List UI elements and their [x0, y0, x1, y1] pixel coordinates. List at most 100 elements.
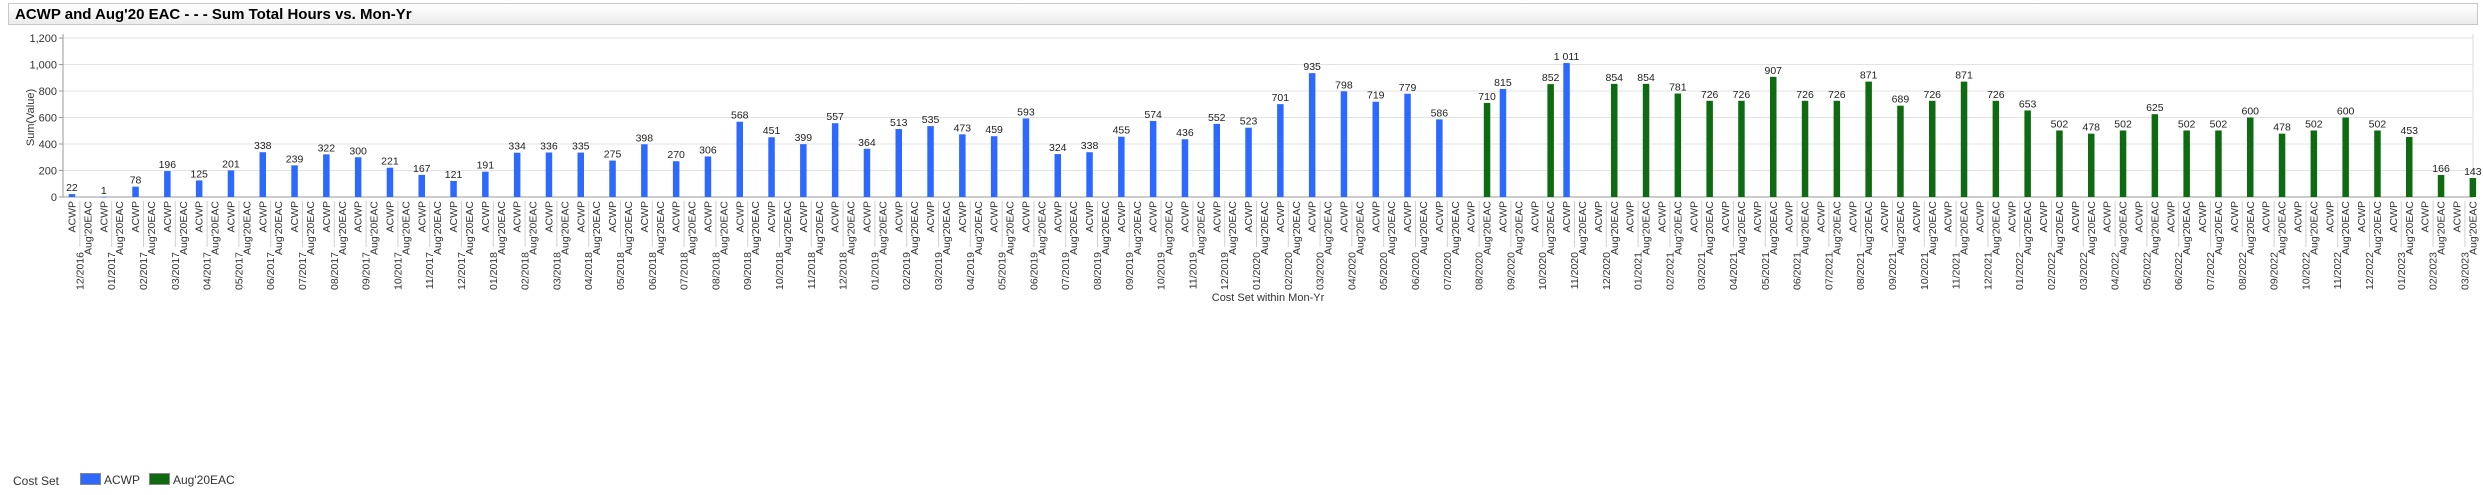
subcategory-label: Aug'20EAC [814, 201, 826, 255]
y-tick-label: 600 [39, 113, 57, 125]
category-label: 05/2022 [2141, 252, 2153, 290]
subcategory-label: ACWP [194, 201, 206, 233]
subcategory-label: ACWP [98, 201, 110, 233]
subcategory-label: ACWP [989, 201, 1001, 233]
data-label: 535 [922, 114, 940, 126]
subcategory-label: Aug'20EAC [305, 201, 317, 255]
bar [2151, 114, 2159, 197]
subcategory-label: ACWP [1656, 201, 1668, 233]
legend-item-aug20eac[interactable]: Aug'20EAC [149, 473, 235, 487]
bar [577, 152, 584, 197]
bar [1770, 76, 1777, 197]
subcategory-label: Aug'20EAC [2340, 201, 2352, 255]
category-label: 07/2018 [679, 252, 691, 290]
category-label: 09/2020 [1505, 252, 1517, 290]
subcategory-label: ACWP [416, 201, 428, 233]
data-label: 22 [66, 182, 78, 194]
data-label: 239 [286, 153, 304, 165]
data-label: 719 [1367, 90, 1385, 102]
bar [959, 134, 966, 197]
data-label: 523 [1240, 116, 1258, 128]
subcategory-label: Aug'20EAC [846, 201, 858, 255]
bar [386, 167, 394, 197]
bar [1611, 83, 1618, 197]
subcategory-label: Aug'20EAC [1227, 201, 1239, 255]
data-label: 854 [1637, 72, 1655, 84]
bar [1960, 81, 1968, 197]
subcategory-label: Aug'20EAC [1164, 201, 1176, 255]
category-label: 05/2021 [1760, 252, 1772, 290]
category-label: 04/2021 [1728, 252, 1740, 290]
category-label: 11/2018 [806, 252, 818, 289]
subcategory-label: Aug'20EAC [2436, 201, 2448, 255]
subcategory-label: Aug'20EAC [2404, 201, 2416, 255]
subcategory-label: ACWP [1561, 201, 1573, 233]
data-label: 726 [1701, 89, 1719, 101]
subcategory-label: Aug'20EAC [1068, 201, 1080, 255]
bar [195, 180, 203, 197]
category-label: 12/2021 [1982, 252, 1994, 290]
subcategory-label: Aug'20EAC [178, 201, 190, 255]
data-label: 502 [2051, 118, 2069, 130]
bar [1833, 100, 1841, 197]
subcategory-label: Aug'20EAC [1831, 201, 1843, 255]
category-label: 08/2017 [329, 252, 341, 290]
data-label: 557 [826, 111, 844, 123]
data-label: 907 [1764, 65, 1782, 77]
category-label: 11/2017 [424, 252, 436, 289]
subcategory-label: Aug'20EAC [82, 201, 94, 255]
data-label: 689 [1892, 94, 1910, 106]
category-label: 02/2017 [138, 252, 150, 290]
bar [2024, 110, 2031, 197]
subcategory-label: Aug'20EAC [1863, 201, 1875, 255]
category-label: 07/2020 [1442, 252, 1454, 290]
data-label: 338 [254, 140, 272, 152]
data-label: 191 [477, 160, 495, 172]
subcategory-label: ACWP [734, 201, 746, 233]
category-label: 11/2021 [1951, 252, 1963, 289]
bar [1483, 102, 1491, 197]
subcategory-label: ACWP [861, 201, 873, 233]
bar [2088, 133, 2095, 197]
subcategory-label: ACWP [2197, 201, 2209, 233]
category-label: 04/2022 [2110, 252, 2122, 290]
subcategory-label: Aug'20EAC [877, 201, 889, 255]
category-label: 12/2019 [1219, 252, 1231, 290]
bar [990, 136, 998, 197]
category-label: 11/2022 [2332, 252, 2344, 289]
data-label: 78 [130, 175, 142, 187]
data-label: 451 [763, 125, 781, 137]
subcategory-label: ACWP [1688, 201, 1700, 233]
data-label: 335 [572, 141, 590, 153]
bar [1499, 89, 1507, 197]
subcategory-label: Aug'20EAC [1545, 201, 1557, 255]
chart-title-bar: ACWP and Aug'20 EAC - - - Sum Total Hour… [8, 3, 2478, 25]
subcategory-label: Aug'20EAC [1609, 201, 1621, 255]
data-label: 781 [1669, 82, 1687, 94]
data-label: 815 [1494, 77, 1512, 89]
subcategory-label: Aug'20EAC [1736, 201, 1748, 255]
subcategory-label: Aug'20EAC [1959, 201, 1971, 255]
subcategory-label: Aug'20EAC [1036, 201, 1048, 255]
category-label: 07/2019 [1060, 252, 1072, 290]
data-label: 726 [1733, 89, 1751, 101]
subcategory-label: ACWP [1911, 201, 1923, 233]
subcategory-label: Aug'20EAC [114, 201, 126, 255]
subcategory-label: Aug'20EAC [2372, 201, 2384, 255]
data-label: 552 [1208, 112, 1226, 124]
subcategory-label: Aug'20EAC [273, 201, 285, 255]
subcategory-label: ACWP [1402, 201, 1414, 233]
bar [1086, 152, 1093, 197]
data-label: 275 [604, 149, 622, 161]
subcategory-label: ACWP [1529, 201, 1541, 233]
data-label: 502 [2114, 118, 2132, 130]
category-label: 01/2023 [2396, 252, 2408, 290]
data-label: 574 [1144, 109, 1162, 121]
subcategory-label: ACWP [225, 201, 237, 233]
subcategory-label: Aug'20EAC [210, 201, 222, 255]
subcategory-label: Aug'20EAC [750, 201, 762, 255]
subcategory-label: Aug'20EAC [146, 201, 158, 255]
subcategory-label: ACWP [702, 201, 714, 233]
legend-item-acwp[interactable]: ACWP [80, 473, 140, 487]
category-label: 04/2018 [583, 252, 595, 290]
